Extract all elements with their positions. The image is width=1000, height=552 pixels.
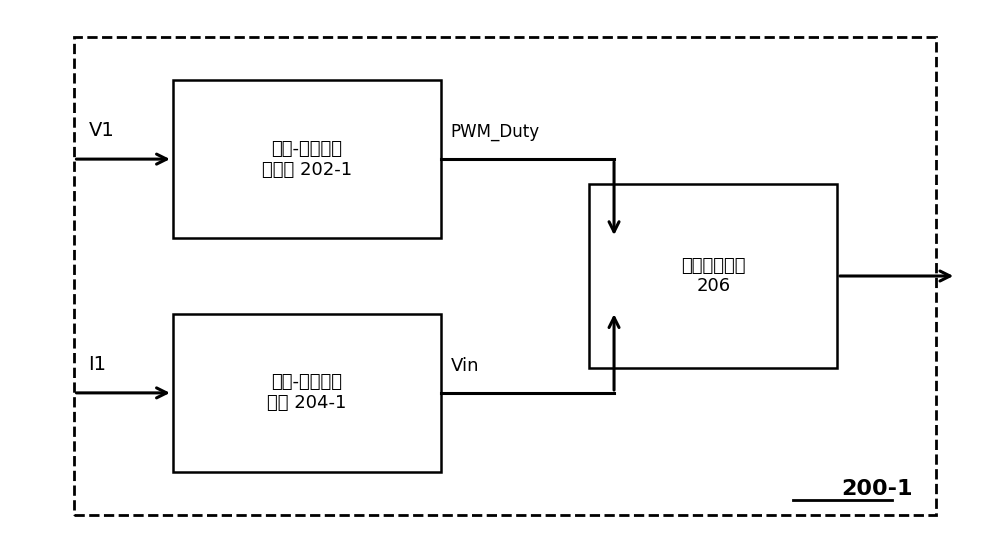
Text: V1: V1 — [88, 121, 114, 140]
Text: 低通滤波模块
206: 低通滤波模块 206 — [681, 257, 745, 295]
Text: PWM_Duty: PWM_Duty — [450, 123, 540, 141]
Text: 200-1: 200-1 — [841, 479, 913, 499]
Text: I1: I1 — [88, 355, 106, 374]
Text: 电流-电压转换
模块 204-1: 电流-电压转换 模块 204-1 — [267, 374, 346, 412]
Bar — [173, 80, 441, 238]
Bar — [589, 184, 837, 368]
Text: 电压-占空比转
换模块 202-1: 电压-占空比转 换模块 202-1 — [262, 140, 352, 178]
Bar — [74, 37, 936, 515]
Bar — [173, 314, 441, 472]
Text: Vin: Vin — [450, 357, 479, 375]
